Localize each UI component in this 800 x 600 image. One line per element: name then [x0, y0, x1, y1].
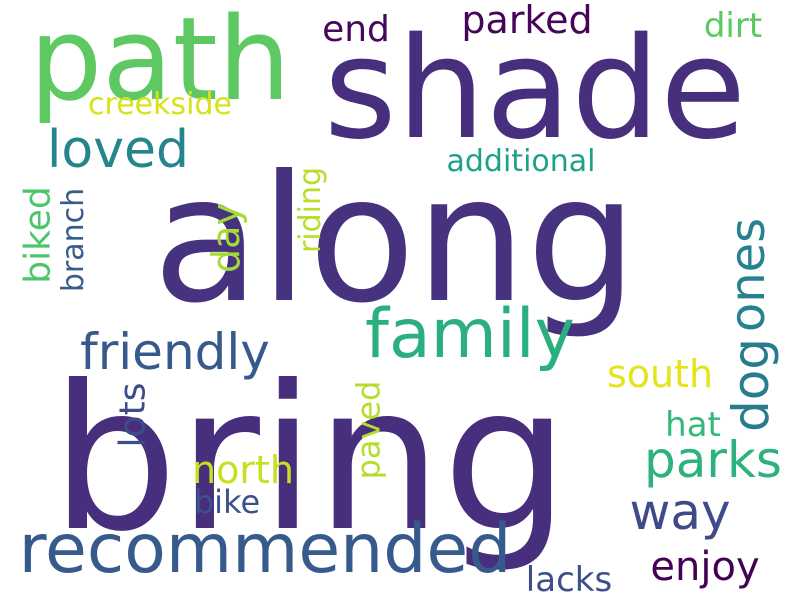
word-path: path [29, 0, 291, 127]
word-enjoy: enjoy [650, 544, 760, 590]
word-additional: additional [446, 144, 596, 179]
word-creekside: creekside [88, 87, 232, 122]
word-along: along [152, 138, 638, 342]
word-family: family [365, 295, 575, 374]
word-recommended: recommended [18, 510, 512, 589]
word-dog: dog [721, 337, 780, 433]
word-lots: lots [112, 382, 153, 448]
word-parks: parks [644, 431, 782, 489]
word-north: north [192, 448, 294, 492]
word-bring: bring [50, 343, 570, 576]
word-bike: bike [193, 483, 261, 521]
word-shade: shade [323, 8, 747, 171]
word-branch: branch [55, 187, 91, 293]
word-friendly: friendly [80, 323, 270, 381]
word-lacks: lacks [525, 560, 613, 600]
word-south: south [606, 352, 714, 396]
word-loved: loved [46, 120, 190, 180]
word-hat: hat [665, 405, 721, 445]
word-dirt: dirt [703, 6, 763, 46]
word-ones: ones [719, 217, 776, 333]
word-way: way [629, 483, 731, 541]
word-riding: riding [292, 166, 328, 254]
word-day: day [204, 203, 248, 273]
word-paved: paved [348, 380, 387, 480]
word-biked: biked [18, 186, 60, 284]
word-parked: parked [461, 0, 593, 42]
word-end: end [322, 9, 390, 50]
